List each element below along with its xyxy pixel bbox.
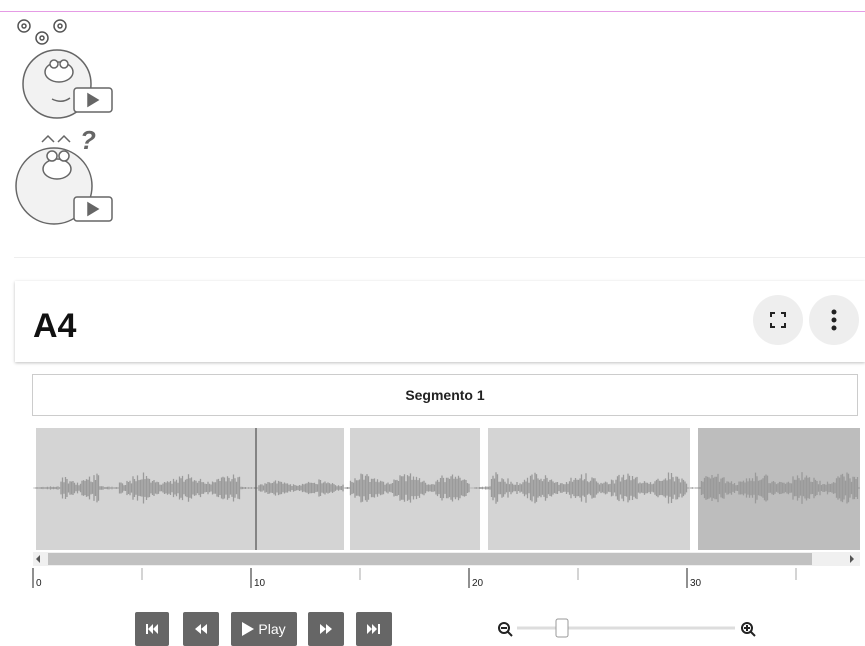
skip-start-button[interactable] — [135, 612, 169, 646]
zoom-out[interactable] — [498, 622, 513, 637]
skip-end-button[interactable] — [356, 612, 392, 646]
forward-button[interactable] — [308, 612, 344, 646]
gears-icon — [17, 19, 67, 45]
zoom-in[interactable] — [741, 622, 756, 637]
video-icon[interactable] — [22, 49, 113, 119]
separator — [14, 257, 865, 258]
play-button[interactable]: Play — [231, 612, 297, 646]
question-video-icon[interactable]: ? — [15, 125, 113, 225]
rewind-button[interactable] — [183, 612, 219, 646]
segment-label: Segmento 1 — [32, 374, 858, 416]
timeline-label: 30 — [690, 578, 702, 589]
zoom-control — [498, 618, 756, 638]
play-label: Play — [258, 621, 286, 637]
wave-signal — [33, 472, 860, 504]
fullscreen-button[interactable] — [753, 295, 803, 345]
timeline-label: 0 — [36, 578, 42, 589]
timeline-label: 20 — [472, 578, 484, 589]
help-icons: ? — [15, 19, 113, 225]
menu-button[interactable] — [809, 295, 859, 345]
svg-text:?: ? — [80, 125, 96, 155]
top-border — [0, 11, 865, 12]
card-title: A4 — [33, 307, 77, 345]
zoom-thumb[interactable] — [555, 618, 569, 638]
waveform[interactable]: 0 10 20 30 — [0, 426, 865, 596]
scrollbar-thumb[interactable] — [48, 553, 812, 565]
card-header: A4 — [15, 281, 865, 362]
timeline-label: 10 — [254, 578, 266, 589]
timeline: 0 10 20 30 — [32, 568, 797, 589]
